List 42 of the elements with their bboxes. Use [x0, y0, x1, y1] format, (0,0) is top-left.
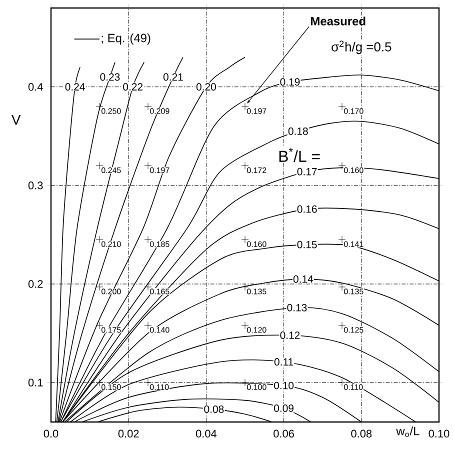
annotation: σ$^{2}$h/g =0.5	[332, 40, 392, 54]
point	[241, 102, 249, 110]
point	[96, 236, 104, 244]
point	[96, 283, 104, 291]
point	[144, 283, 152, 291]
x-tick-label: 0.04	[196, 430, 217, 438]
y-tick-label: 0.4	[28, 82, 43, 91]
point	[144, 162, 152, 170]
point	[241, 236, 249, 244]
annotation: ; Eq. (49)	[102, 33, 150, 45]
x-tick-label: 0.02	[118, 430, 139, 438]
point	[338, 322, 346, 330]
x-tick-label: 0.08	[351, 430, 372, 438]
point	[338, 378, 346, 386]
y-axis-title: V	[11, 114, 21, 125]
point	[144, 102, 152, 110]
point	[241, 378, 249, 386]
x-tick-label: 0.06	[274, 430, 294, 438]
point	[144, 378, 152, 386]
series-label: 0.23	[100, 73, 120, 81]
annotation: B$^{*}$/L =	[279, 148, 320, 162]
y-tick-label: 0.1	[28, 378, 43, 386]
x-tick-label: 0.10	[428, 430, 450, 438]
point	[144, 236, 152, 244]
point	[338, 283, 346, 291]
point	[96, 322, 104, 330]
point	[338, 102, 346, 110]
point	[144, 322, 152, 330]
x-axis-title: w$_{o}$/L	[396, 426, 420, 438]
point	[96, 378, 104, 386]
point	[338, 162, 346, 170]
y-tick-label: 0.3	[28, 182, 43, 190]
y-tick-label: 0.2	[28, 280, 43, 288]
series-label: 0.21	[163, 73, 183, 81]
point	[241, 162, 249, 170]
point	[241, 283, 249, 291]
point	[96, 162, 104, 170]
point	[96, 102, 104, 110]
point	[338, 236, 346, 244]
point	[241, 322, 249, 330]
annotation: Measured	[311, 16, 366, 26]
x-tick-label: 0.0	[44, 430, 58, 438]
